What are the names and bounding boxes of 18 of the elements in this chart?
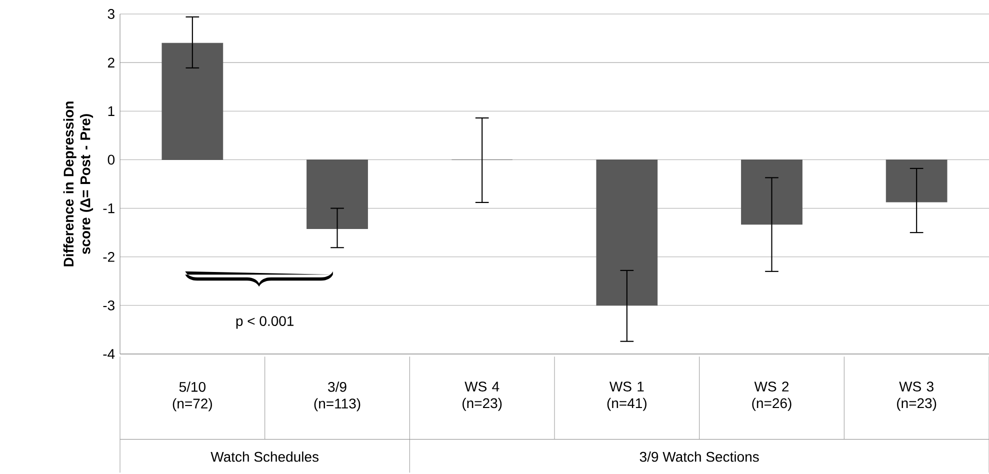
y-tick-label: -3 (103, 300, 114, 310)
x-tick-label: WS 3 (n=23) (897, 382, 936, 411)
x-tick-label: WS 2 (n=26) (752, 382, 792, 411)
text: Watch Schedules (210, 452, 319, 462)
text: 3/9 Watch Sections (640, 452, 759, 462)
y-axis-title: Difference in Depression score (Δ= Post - Pre) (63, 102, 94, 266)
y-tick-label: 2 (108, 58, 114, 68)
y-tick-label: 1 (108, 106, 114, 116)
y-tick-label: 0 (108, 154, 115, 165)
x-tick-label: WS 4 (n=23) (462, 382, 502, 411)
x-tick-label: WS 1 (n=41) (607, 382, 646, 411)
x-tick-label: 3/9 (n=113) (314, 382, 360, 412)
x-tick-label: 5/10 (n=72) (172, 382, 212, 412)
annotation: p < 0.001 (236, 316, 294, 329)
y-tick-label: -1 (103, 203, 114, 214)
y-tick-label: -2 (103, 252, 114, 262)
y-tick-label: -4 (103, 349, 115, 359)
y-tick-label: 3 (108, 9, 114, 19)
